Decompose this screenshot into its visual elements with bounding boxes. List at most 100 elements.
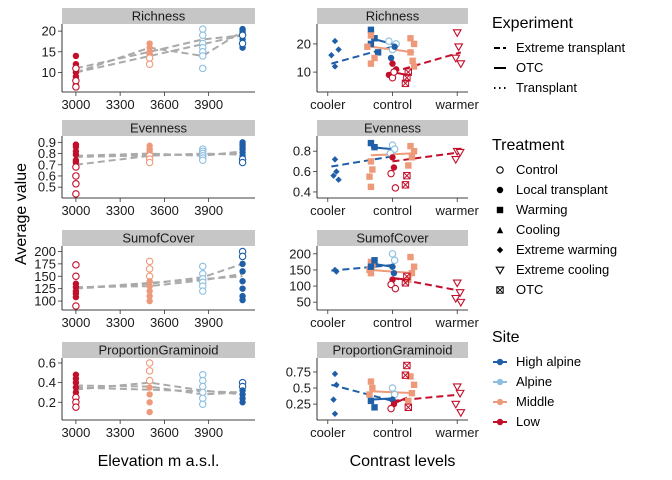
x-tick-label: 3900 — [194, 425, 223, 440]
x-tick-label: 3600 — [150, 425, 179, 440]
legend-title: Treatment — [492, 137, 565, 154]
trend-line — [392, 51, 462, 74]
data-point — [367, 158, 375, 165]
y-tick-label: 0.75 — [286, 364, 311, 379]
data-point — [146, 384, 153, 391]
data-point — [407, 35, 414, 42]
data-point — [72, 384, 80, 391]
data-point — [72, 151, 80, 158]
data-point — [367, 32, 375, 39]
y-tick-label: 150 — [34, 269, 56, 284]
data-point — [387, 54, 395, 62]
y-tick-label: 0.7 — [38, 157, 56, 172]
y-tick-label: 0.5 — [38, 180, 56, 195]
trend-line — [75, 34, 243, 74]
legend-key-point — [496, 418, 504, 426]
data-point — [403, 361, 411, 370]
facet-strip — [62, 230, 255, 246]
y-tick-label: 100 — [34, 294, 56, 309]
trend-line — [75, 272, 243, 289]
data-point — [387, 280, 395, 289]
box-x-stroke — [496, 286, 504, 294]
data-point — [451, 400, 461, 410]
y-tick-label: 50 — [297, 295, 311, 310]
data-point — [409, 57, 416, 65]
box-x-frame — [404, 68, 413, 76]
y-tick-label: 0.2 — [38, 395, 56, 410]
data-point — [146, 391, 153, 398]
data-point — [391, 184, 400, 192]
legend-key-point — [496, 378, 504, 386]
data-point — [366, 391, 373, 398]
legend-key-triangle — [496, 226, 504, 234]
trend-line — [75, 386, 243, 394]
data-point — [452, 29, 462, 38]
data-point — [72, 83, 80, 91]
box-x-stroke — [403, 172, 411, 180]
data-point — [407, 253, 414, 261]
data-point — [239, 278, 246, 285]
x-axis-title-left: Elevation m a.s.l. — [98, 453, 220, 470]
facet-strip — [62, 8, 255, 24]
data-point — [330, 172, 337, 179]
legend-label: Transplant — [516, 80, 577, 95]
data-point — [72, 272, 80, 281]
data-point — [367, 139, 375, 147]
data-point — [410, 263, 418, 270]
data-point — [72, 190, 80, 198]
data-point — [199, 25, 207, 33]
data-point — [374, 49, 382, 56]
data-point — [367, 183, 375, 191]
data-point — [239, 399, 246, 406]
x-tick-label: 3300 — [106, 97, 135, 112]
legend-key-point — [496, 358, 504, 366]
y-tick-label: 0.5 — [293, 381, 311, 396]
data-point — [72, 293, 80, 301]
x-tick-label: 3900 — [194, 203, 223, 218]
data-point — [331, 63, 339, 70]
facet-strip — [317, 8, 468, 24]
data-point — [390, 164, 398, 171]
trend-line — [331, 155, 393, 168]
box-x-frame — [401, 279, 410, 287]
data-point — [455, 289, 465, 298]
data-point — [367, 397, 375, 405]
legend-label: OTC — [516, 60, 543, 75]
facet-strip — [317, 342, 468, 358]
data-point — [331, 410, 339, 417]
data-point — [72, 143, 80, 151]
data-point — [389, 263, 396, 270]
data-point — [371, 143, 378, 151]
facet-strip-title: ProportionGraminoid — [99, 343, 219, 358]
data-point — [239, 260, 246, 268]
data-point — [146, 297, 153, 305]
y-tick-label: 20 — [42, 24, 56, 39]
data-point — [371, 54, 378, 62]
data-point — [407, 142, 414, 150]
data-point — [367, 26, 375, 34]
y-tick-label: 0.6 — [38, 355, 56, 370]
data-point — [391, 43, 398, 50]
panel-left-proportiongraminoid: ProportionGraminoid 0.2 0.4 0.6 3000 3300 3600… — [38, 342, 255, 440]
data-point — [451, 156, 461, 165]
data-point — [238, 252, 247, 261]
legend-title: Site — [492, 329, 520, 346]
data-point — [238, 39, 247, 48]
data-point — [367, 258, 375, 266]
panel-left-richness: Richness 10 15 20 3000 3300 3600 3900 — [42, 8, 255, 112]
legend-label: High alpine — [516, 354, 581, 369]
data-point — [390, 256, 399, 265]
legend-key-filled-circle — [496, 186, 504, 194]
trend-line — [392, 151, 461, 163]
x-tick-label: warmer — [435, 97, 480, 112]
x-tick-label: 3000 — [61, 97, 90, 112]
data-point — [199, 31, 207, 40]
data-point — [410, 63, 418, 70]
data-point — [145, 367, 154, 375]
data-point — [366, 173, 373, 180]
legend-key-box-x — [496, 286, 504, 294]
data-point — [146, 287, 153, 295]
data-point — [369, 384, 376, 392]
data-point — [333, 268, 340, 275]
